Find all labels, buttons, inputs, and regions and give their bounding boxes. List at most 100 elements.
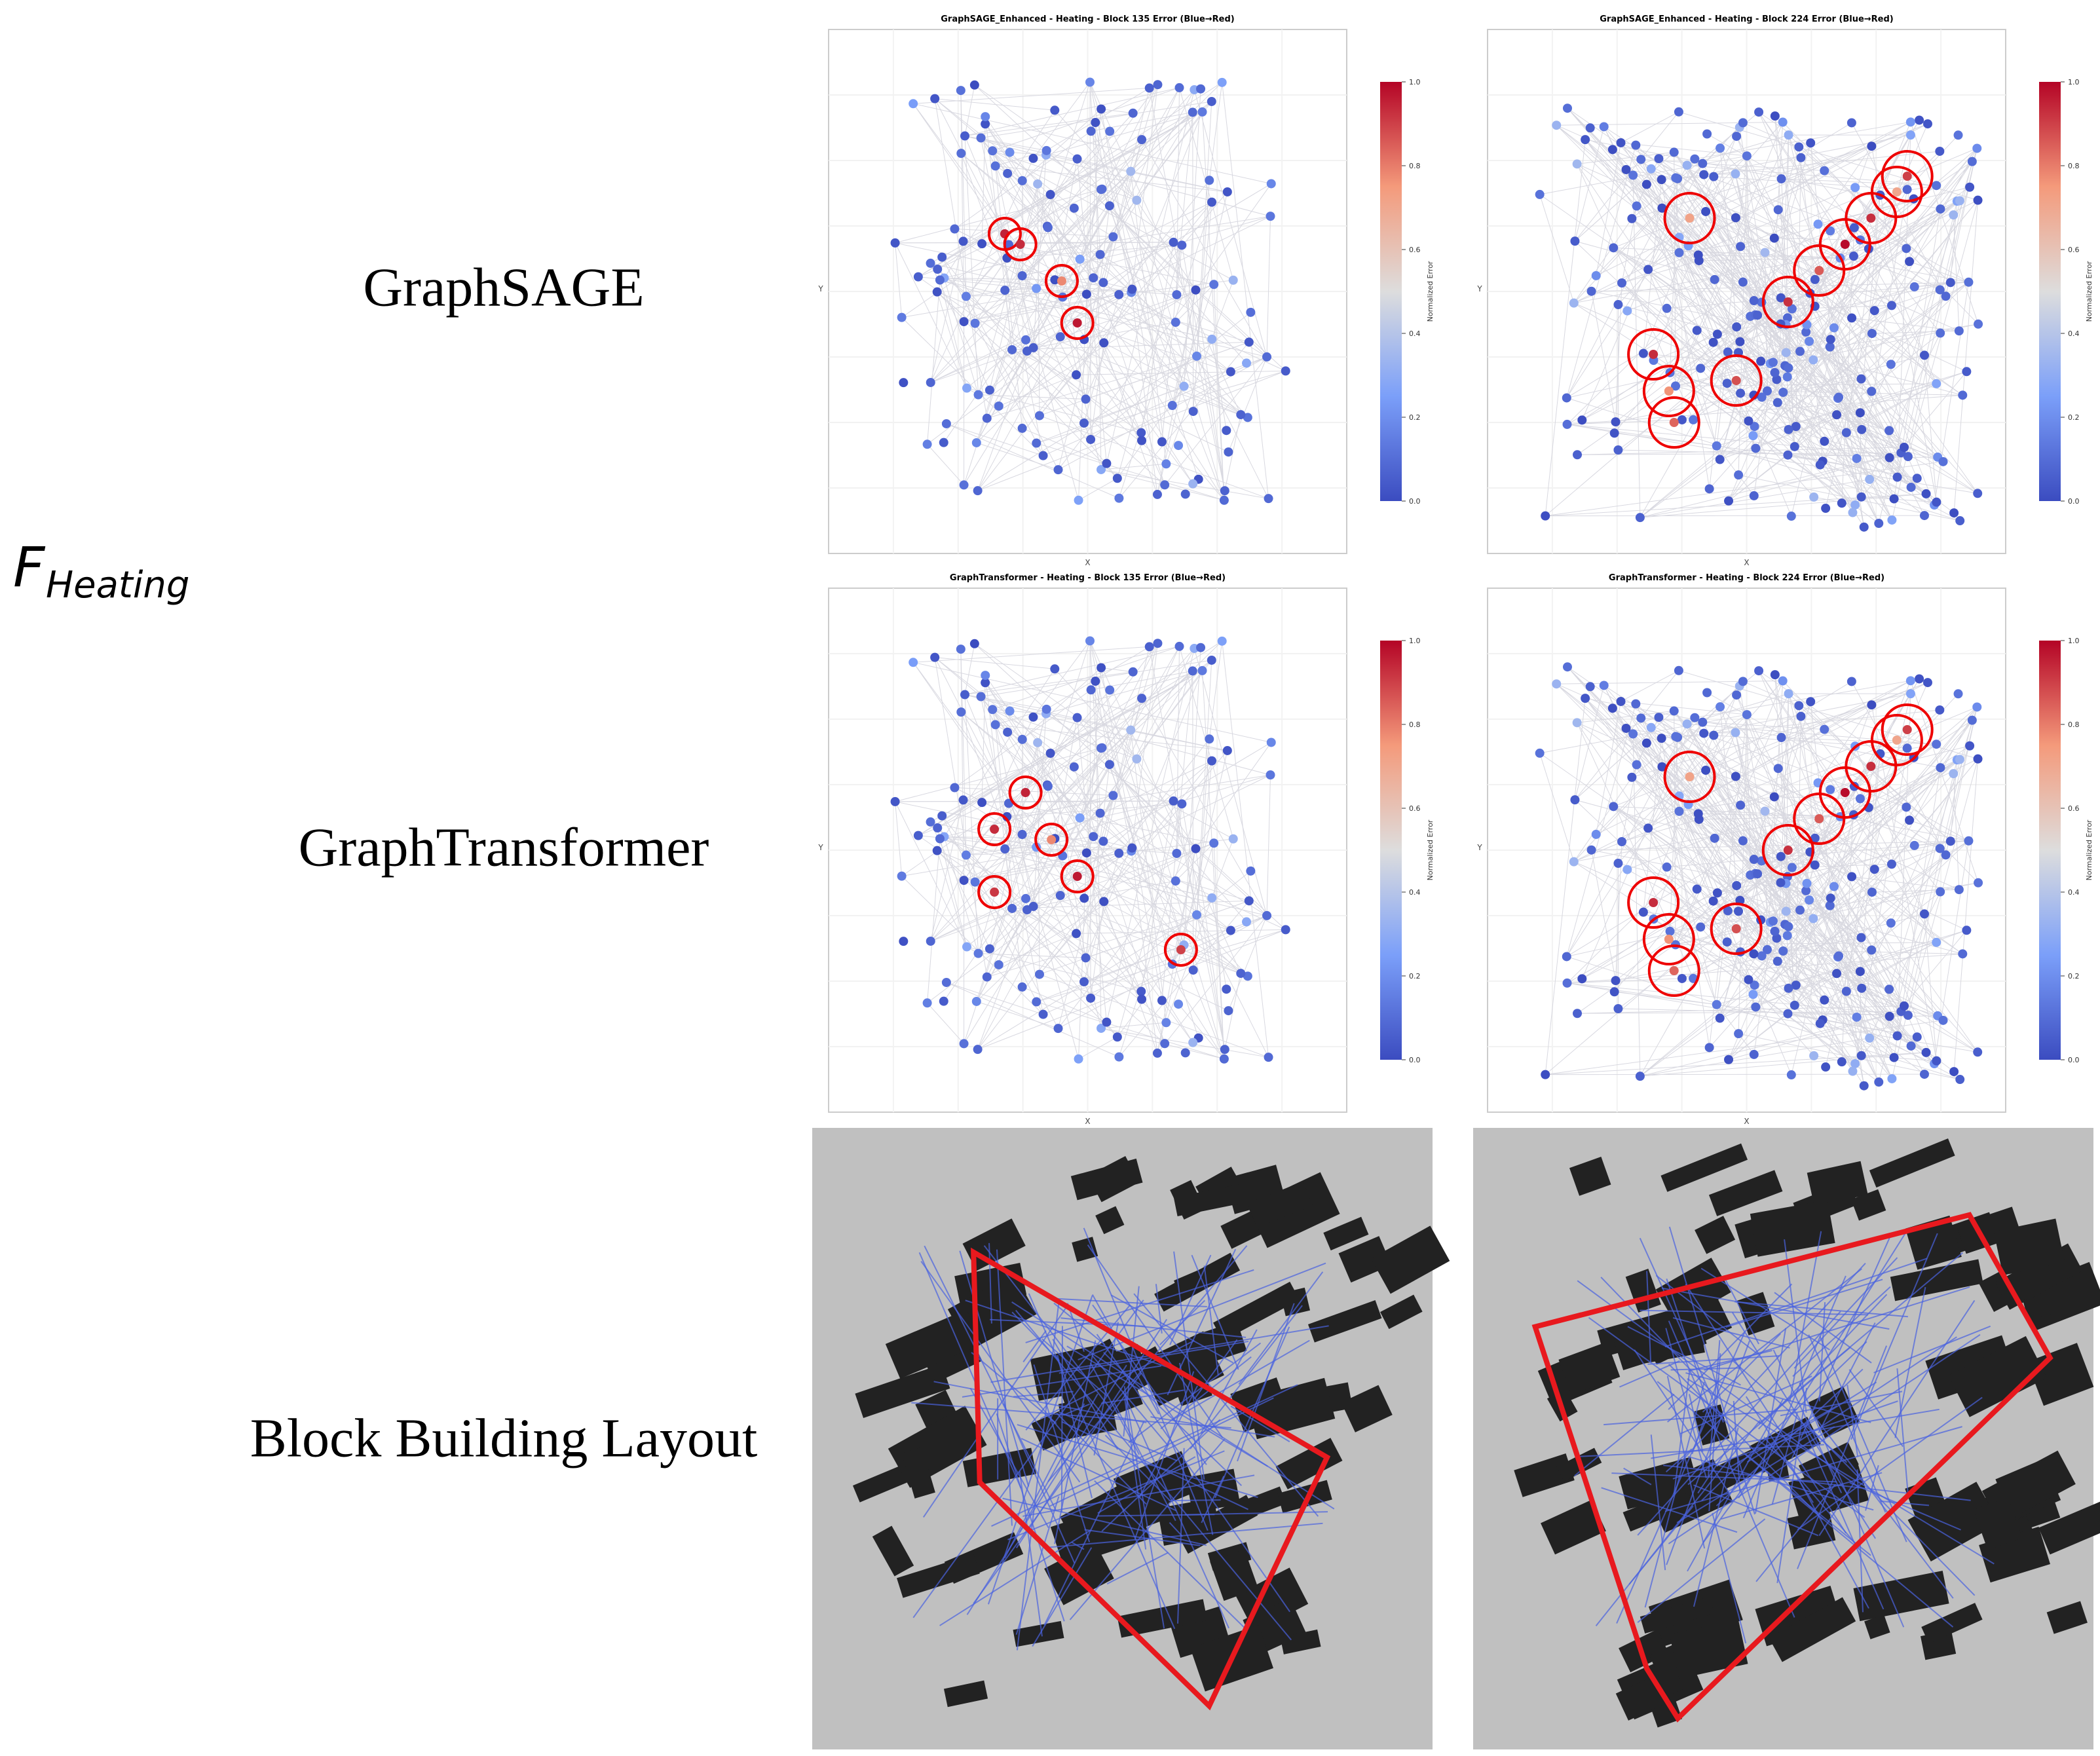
node: [1055, 332, 1065, 342]
node: [1072, 929, 1081, 939]
edge: [964, 112, 1193, 485]
edge: [1172, 290, 1196, 406]
node: [1172, 848, 1182, 858]
node: [1955, 196, 1964, 206]
node: [1079, 977, 1089, 986]
node: [1157, 996, 1167, 1005]
node: [1722, 379, 1732, 388]
edge: [981, 124, 986, 244]
connection: [1685, 1372, 1871, 1423]
node: [1776, 878, 1786, 887]
highlight: [1008, 775, 1043, 810]
edge: [1172, 848, 1196, 965]
edge: [1907, 134, 1959, 190]
edge: [1178, 445, 1225, 501]
edge: [1615, 314, 1756, 422]
node: [1832, 410, 1842, 420]
node: [1738, 677, 1748, 686]
node: [1226, 925, 1235, 935]
node: [961, 850, 971, 860]
node: [1954, 885, 1964, 895]
edge: [992, 709, 1132, 851]
edge: [1577, 807, 1869, 1014]
highlight: [1870, 714, 1923, 766]
node: [984, 385, 994, 395]
edge: [1753, 282, 1969, 436]
building: [1173, 1184, 1245, 1216]
node: [1915, 674, 1924, 684]
node: [1892, 1031, 1902, 1041]
node: [1712, 888, 1722, 898]
node: [1731, 772, 1740, 781]
edge: [1758, 670, 1892, 865]
node: [1749, 491, 1759, 500]
node: [1962, 925, 1972, 935]
edge: [1788, 135, 1835, 328]
node: [1086, 685, 1096, 695]
edge: [976, 442, 1059, 470]
edge: [1613, 806, 1978, 1053]
connection: [1124, 1398, 1147, 1550]
node: [1834, 951, 1844, 961]
edge: [930, 241, 964, 383]
edge: [1089, 82, 1132, 293]
edge: [1755, 873, 1763, 956]
node: [1935, 285, 1945, 295]
edge: [976, 1001, 1059, 1029]
edge: [1567, 394, 1963, 425]
building: [1323, 1216, 1369, 1251]
building: [1864, 1615, 1890, 1639]
node: [1128, 108, 1138, 118]
edge: [930, 821, 1037, 848]
node: [1262, 910, 1272, 920]
node: [1709, 730, 1719, 740]
node: [1674, 665, 1683, 675]
node: [1669, 706, 1679, 716]
connection: [1708, 1339, 1721, 1477]
node: [899, 937, 909, 946]
node: [1244, 337, 1254, 347]
edge: [1728, 758, 1978, 1060]
edge: [960, 649, 967, 855]
node: [1670, 381, 1680, 391]
edge: [1765, 252, 1892, 306]
edge: [1161, 671, 1193, 1001]
edge: [927, 838, 941, 1003]
node: [1856, 374, 1866, 384]
node: [1693, 809, 1703, 819]
connection: [1101, 1419, 1221, 1532]
edge: [1566, 747, 1907, 957]
node: [1569, 298, 1579, 308]
edge: [1567, 982, 1978, 1053]
node: [1903, 1011, 1913, 1020]
connection: [1160, 1356, 1252, 1430]
node: [1180, 1048, 1190, 1058]
edge: [1603, 126, 1935, 506]
colorbar-label: Normalized Error: [1426, 261, 1434, 322]
colorbar-tick-label: 1.0: [2068, 637, 2080, 645]
edge: [1614, 330, 1698, 434]
node: [1097, 104, 1106, 114]
node: [1941, 850, 1951, 860]
edge: [1640, 426, 1755, 518]
node: [1057, 276, 1066, 286]
edge: [939, 280, 1231, 373]
edge: [992, 150, 1137, 201]
edge: [966, 848, 1133, 856]
edge: [1787, 200, 1960, 318]
node: [973, 1045, 983, 1055]
colorbar-tick-label: 0.2: [1409, 413, 1421, 422]
edge: [1100, 1028, 1269, 1058]
node: [1702, 688, 1712, 698]
node: [981, 671, 990, 681]
edge: [1640, 493, 1926, 518]
edge: [961, 153, 1049, 228]
edge: [1086, 795, 1114, 853]
edge: [1814, 865, 1835, 887]
edge: [1085, 341, 1249, 400]
edge: [1778, 210, 1862, 430]
node: [1972, 143, 1982, 153]
node: [1613, 1003, 1623, 1013]
connection: [1007, 1450, 1225, 1541]
edge: [1791, 200, 1958, 309]
